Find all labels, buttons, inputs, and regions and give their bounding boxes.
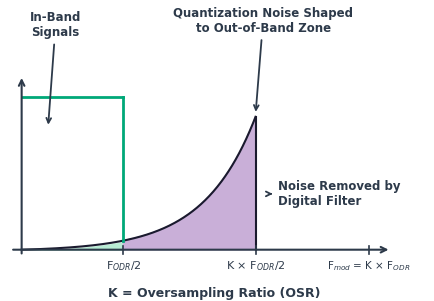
Polygon shape [123, 117, 255, 250]
Text: F$_{mod}$ = K × F$_{ODR}$: F$_{mod}$ = K × F$_{ODR}$ [326, 259, 410, 273]
Text: F$_{ODR}$/2: F$_{ODR}$/2 [105, 259, 141, 273]
Text: Noise Removed by
Digital Filter: Noise Removed by Digital Filter [265, 180, 400, 208]
Text: K = Oversampling Ratio (OSR): K = Oversampling Ratio (OSR) [108, 287, 319, 300]
Text: In-Band
Signals: In-Band Signals [30, 11, 81, 123]
Text: Quantization Noise Shaped
to Out-of-Band Zone: Quantization Noise Shaped to Out-of-Band… [173, 7, 352, 110]
Text: K × F$_{ODR}$/2: K × F$_{ODR}$/2 [225, 259, 285, 273]
